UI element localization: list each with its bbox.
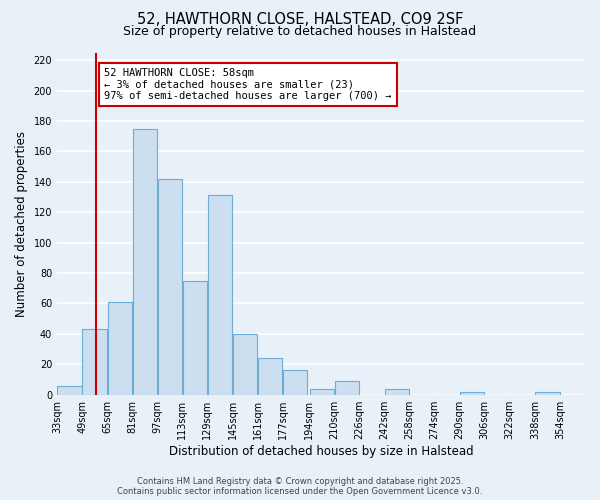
- Bar: [535, 392, 560, 394]
- Bar: [208, 196, 232, 394]
- Bar: [158, 178, 182, 394]
- Bar: [133, 128, 157, 394]
- Bar: [310, 388, 334, 394]
- Bar: [385, 388, 409, 394]
- Text: Contains HM Land Registry data © Crown copyright and database right 2025.
Contai: Contains HM Land Registry data © Crown c…: [118, 476, 482, 496]
- Bar: [183, 280, 207, 394]
- Bar: [233, 334, 257, 394]
- Y-axis label: Number of detached properties: Number of detached properties: [15, 130, 28, 316]
- Text: Size of property relative to detached houses in Halstead: Size of property relative to detached ho…: [124, 25, 476, 38]
- Bar: [107, 302, 132, 394]
- Bar: [58, 386, 82, 394]
- Bar: [82, 330, 107, 394]
- Text: 52, HAWTHORN CLOSE, HALSTEAD, CO9 2SF: 52, HAWTHORN CLOSE, HALSTEAD, CO9 2SF: [137, 12, 463, 28]
- Bar: [335, 381, 359, 394]
- Text: 52 HAWTHORN CLOSE: 58sqm
← 3% of detached houses are smaller (23)
97% of semi-de: 52 HAWTHORN CLOSE: 58sqm ← 3% of detache…: [104, 68, 392, 101]
- X-axis label: Distribution of detached houses by size in Halstead: Distribution of detached houses by size …: [169, 444, 473, 458]
- Bar: [460, 392, 484, 394]
- Bar: [283, 370, 307, 394]
- Bar: [258, 358, 282, 395]
